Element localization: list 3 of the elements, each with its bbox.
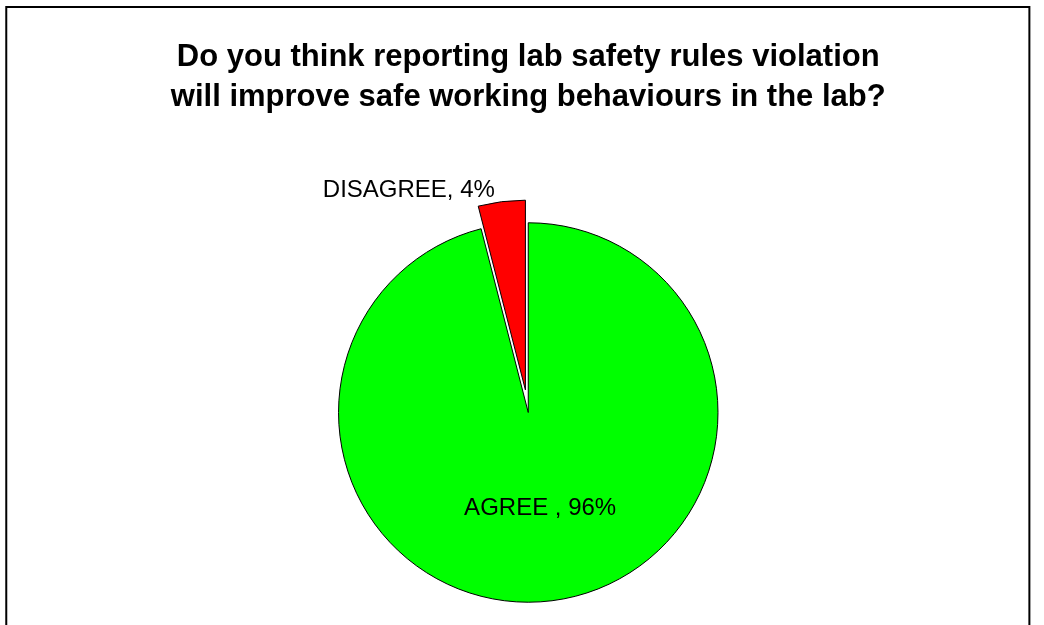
chart-title: Do you think reporting lab safety rules violation will improve safe working behaviours in the lab? bbox=[169, 38, 886, 114]
slice-label: DISAGREE, 4% bbox=[322, 174, 495, 202]
slice-label: AGREE , 96% bbox=[464, 493, 617, 521]
